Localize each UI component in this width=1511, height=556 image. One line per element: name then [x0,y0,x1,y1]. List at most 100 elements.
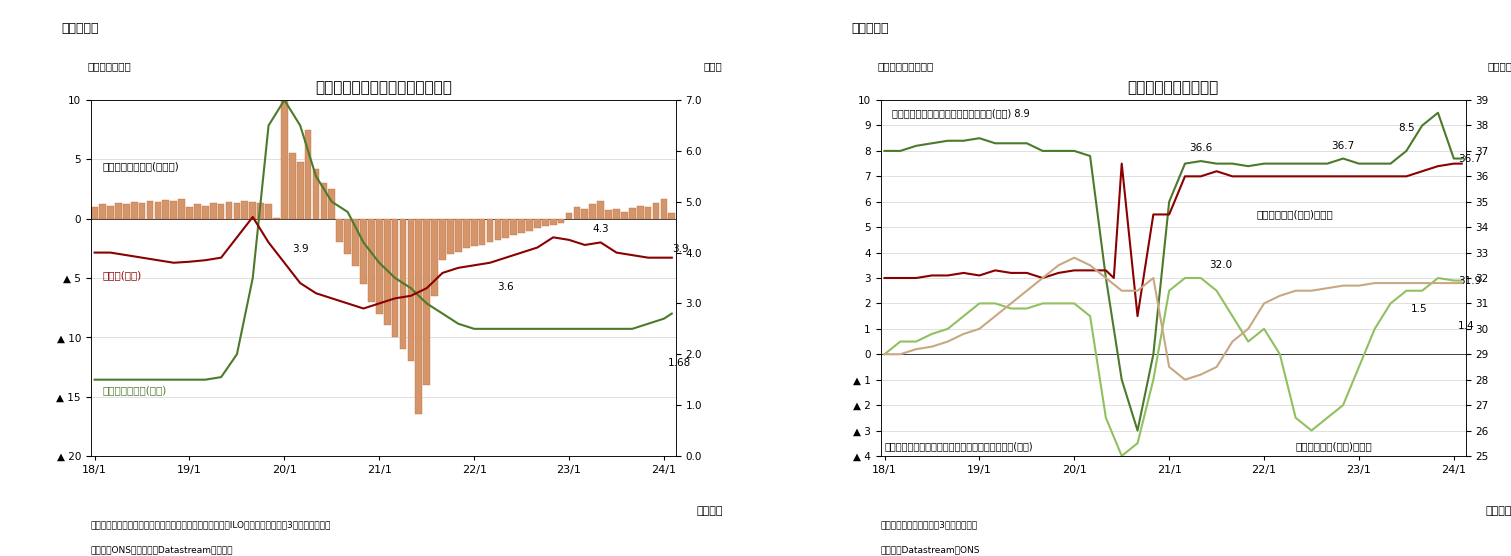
Bar [589,205,597,219]
Title: 賃金・労働時間の推移: 賃金・労働時間の推移 [1127,80,1219,95]
Text: （図表２）: （図表２） [851,22,888,35]
Bar [162,200,169,219]
Bar [384,219,390,325]
Text: 1.4: 1.4 [1458,321,1475,331]
Bar [455,219,462,252]
Bar [360,219,367,284]
Bar [193,205,201,219]
Bar [154,202,162,219]
Bar [645,207,651,219]
Bar [305,130,311,219]
Bar [613,209,620,219]
Bar [131,202,138,219]
Bar [91,207,98,219]
Bar [391,219,399,337]
Text: 32.0: 32.0 [1209,260,1231,270]
Bar [266,205,272,219]
Bar [289,153,296,219]
Bar [550,219,556,225]
Bar [526,219,533,231]
Text: （資料）Datastream、ONS: （資料）Datastream、ONS [881,545,981,554]
Bar [653,203,659,219]
Bar [352,219,360,266]
Bar [186,207,193,219]
Bar [249,202,255,219]
Bar [218,205,225,219]
Bar [337,219,343,242]
Text: 申請件数の割合(右軸): 申請件数の割合(右軸) [103,385,166,395]
Text: （注）季節調整値、後方3か月移動平均: （注）季節調整値、後方3か月移動平均 [881,520,978,529]
Bar [440,219,446,260]
Bar [178,198,184,219]
Text: パートタイムなど含む労働者の週当たり労働時間(右軸): パートタイムなど含む労働者の週当たり労働時間(右軸) [884,441,1034,451]
Text: （前年同期比、％）: （前年同期比、％） [878,62,934,72]
Bar [328,189,335,219]
Bar [447,219,453,254]
Bar [606,210,612,219]
Text: （図表１）: （図表１） [62,22,98,35]
Text: 31.9: 31.9 [1458,276,1481,286]
Text: 4.3: 4.3 [592,224,609,234]
Text: （％）: （％） [704,62,722,72]
Text: （資料）ONSのデータをDatastreamより取得: （資料）ONSのデータをDatastreamより取得 [91,545,233,554]
Text: 3.9: 3.9 [292,244,308,254]
Bar [320,183,328,219]
Bar [511,219,517,235]
Text: 36.6: 36.6 [1189,143,1212,153]
Bar [171,201,177,219]
Bar [257,203,264,219]
Bar [558,219,565,224]
Bar [518,219,524,233]
Bar [234,203,240,219]
Text: 3.6: 3.6 [497,282,514,292]
Text: 36.7: 36.7 [1458,153,1481,163]
Bar [621,212,627,219]
Bar [668,213,675,219]
Bar [242,201,248,219]
Bar [281,98,287,219]
Title: 英国の失業保険申請件数、失業率: 英国の失業保険申請件数、失業率 [314,80,452,95]
Bar [147,201,153,219]
Text: （月次）: （月次） [697,506,722,516]
Bar [574,207,580,219]
Bar [533,219,541,228]
Text: 失業保険申請件数(前月差): 失業保険申請件数(前月差) [103,161,180,171]
Text: フルタイム労働者の週当たり労働時間(右軸) 8.9: フルタイム労働者の週当たり労働時間(右軸) 8.9 [893,108,1031,118]
Bar [471,219,477,246]
Bar [494,219,502,240]
Text: 週当たり賃金(名目)伸び率: 週当たり賃金(名目)伸び率 [1256,210,1333,220]
Bar [629,208,636,219]
Text: 週当たり賃金(実質)伸び率: 週当たり賃金(実質)伸び率 [1295,441,1372,451]
Text: 1.68: 1.68 [668,358,691,368]
Bar [210,203,216,219]
Bar [139,203,145,219]
Text: （時間）: （時間） [1487,62,1511,72]
Bar [345,219,351,254]
Bar [487,219,493,242]
Bar [100,205,106,219]
Bar [431,219,438,296]
Bar [376,219,382,314]
Bar [597,201,604,219]
Bar [479,219,485,245]
Bar [582,209,588,219]
Bar [296,162,304,219]
Bar [503,219,509,237]
Bar [225,202,233,219]
Text: 36.7: 36.7 [1331,141,1355,151]
Bar [369,219,375,302]
Bar [565,213,573,219]
Text: 失業率(右軸): 失業率(右軸) [103,270,142,280]
Text: 8.5: 8.5 [1398,123,1414,133]
Text: （月次）: （月次） [1485,506,1511,516]
Bar [636,206,644,219]
Bar [313,169,319,219]
Text: 3.9: 3.9 [672,244,689,254]
Bar [115,203,122,219]
Bar [122,205,130,219]
Bar [202,206,209,219]
Bar [107,206,113,219]
Bar [542,219,548,226]
Bar [408,219,414,361]
Text: （件数、万件）: （件数、万件） [88,62,131,72]
